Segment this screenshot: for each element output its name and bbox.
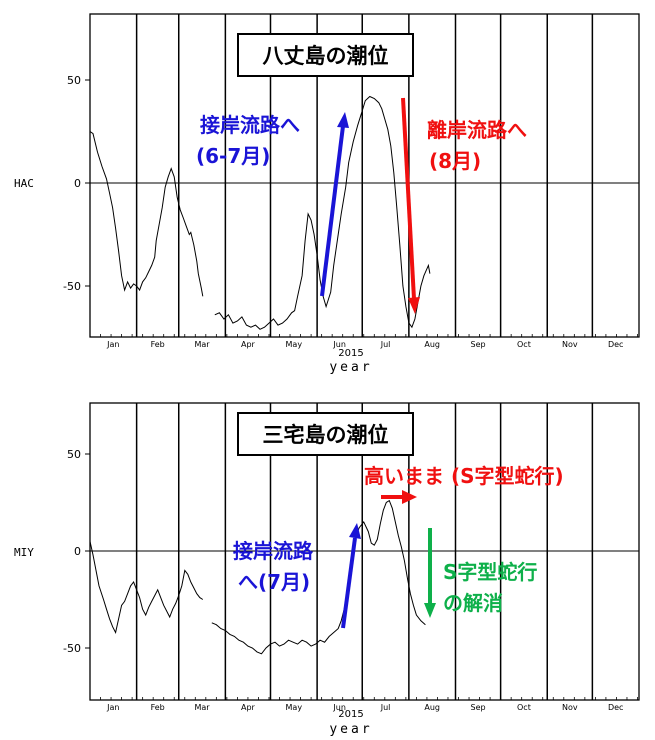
tide-line-segment	[89, 131, 204, 297]
year-label: 2015	[338, 348, 363, 359]
month-label: May	[286, 340, 303, 349]
hachijojima-tide-chart: 50 0 -50 Jan Feb Mar Apr May Jun Jul Aug Sep Oct Nov…	[14, 13, 640, 375]
annotation-onshore-path: 接岸流路へ (6-7月)	[196, 112, 349, 297]
annotation-text: 離岸流路へ	[427, 118, 527, 142]
chart-title-box: 八丈島の潮位	[237, 33, 414, 77]
annotation-meander-resolved: S字型蛇行 の解消	[424, 528, 537, 618]
tide-line-segment	[214, 95, 431, 330]
month-label: Feb	[151, 703, 165, 712]
annotation-text: の解消	[443, 591, 503, 615]
month-label: Nov	[562, 340, 578, 349]
tick-marks	[85, 79, 638, 337]
y-tick-label: -50	[63, 642, 81, 655]
month-label: Sep	[471, 340, 486, 349]
tide-series	[89, 499, 426, 655]
chart-title: 八丈島の潮位	[263, 44, 389, 68]
arrow-head	[424, 603, 436, 618]
month-label: Sep	[471, 703, 486, 712]
annotation-onshore-path: 接岸流路 へ(7月)	[233, 523, 361, 629]
y-tick-label: 50	[67, 448, 81, 461]
month-label: Jul	[380, 340, 391, 349]
month-tick-labels: Jan Feb Mar Apr May Jun Jul Aug Sep Oct Nov Dec	[106, 703, 623, 712]
tide-line-segment	[89, 541, 204, 634]
annotation-stays-high: 高いまま (S字型蛇行)	[364, 464, 564, 504]
annotation-text: 高いまま (S字型蛇行)	[364, 464, 564, 488]
month-label: Jan	[106, 340, 119, 349]
year-label: 2015	[338, 709, 363, 720]
annotation-text: (8月)	[429, 149, 481, 173]
y-tick-label: -50	[63, 280, 81, 293]
month-label: Apr	[241, 340, 256, 349]
y-axis-label: HAC	[14, 177, 34, 190]
x-axis-label: year	[329, 360, 372, 375]
y-axis-label: MIY	[14, 546, 34, 559]
y-tick-label: 0	[74, 177, 81, 190]
month-label: Nov	[562, 703, 578, 712]
annotation-text: (6-7月)	[196, 144, 270, 168]
month-label: Oct	[517, 703, 531, 712]
month-label: Dec	[608, 340, 623, 349]
month-label: Mar	[195, 340, 211, 349]
annotation-offshore-path: 離岸流路へ (8月)	[401, 97, 527, 314]
month-label: Jul	[380, 703, 391, 712]
month-label: May	[286, 703, 303, 712]
annotation-text: へ(7月)	[238, 570, 310, 594]
month-label: Feb	[151, 340, 165, 349]
arrow-head	[337, 112, 349, 128]
miyakejima-tide-chart: 50 0 -50 Jan Feb Mar Apr May Jun Jul Aug Sep Oct Nov…	[14, 402, 640, 737]
month-tick-labels: Jan Feb Mar Apr May Jun Jul Aug Sep Oct Nov Dec	[106, 340, 623, 349]
annotation-text: S字型蛇行	[443, 560, 537, 584]
month-label: Aug	[424, 340, 440, 349]
arrow-shaft	[341, 537, 357, 629]
month-label: Aug	[424, 703, 440, 712]
tide-series	[89, 95, 431, 330]
y-tick-label: 0	[74, 545, 81, 558]
month-label: Jan	[106, 703, 119, 712]
month-label: Apr	[241, 703, 256, 712]
arrow-shaft	[401, 97, 416, 300]
y-tick-labels: 50 0 -50	[63, 448, 81, 655]
plot-frame	[89, 13, 640, 338]
month-label: Dec	[608, 703, 623, 712]
tick-marks	[85, 453, 638, 700]
month-label: Mar	[195, 703, 211, 712]
month-label: Oct	[517, 340, 531, 349]
tide-line-segment	[211, 499, 426, 655]
annotation-text: 接岸流路へ	[200, 113, 300, 137]
chart-title: 三宅島の潮位	[263, 423, 389, 447]
arrow-head	[408, 297, 420, 314]
arrow-head	[402, 490, 417, 504]
arrow-shaft	[320, 125, 345, 297]
y-tick-label: 50	[67, 74, 81, 87]
annotation-text: 接岸流路	[233, 539, 314, 563]
x-axis-label: year	[329, 722, 372, 737]
arrow-head	[349, 523, 361, 539]
month-label: Jun	[332, 340, 346, 349]
y-tick-labels: 50 0 -50	[63, 74, 81, 293]
chart-title-box: 三宅島の潮位	[237, 412, 414, 456]
month-label: Jun	[332, 703, 346, 712]
